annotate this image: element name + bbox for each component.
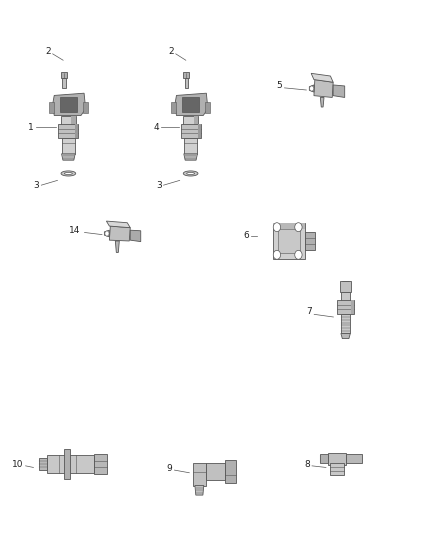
Text: 6: 6 — [243, 231, 249, 240]
Polygon shape — [314, 79, 333, 98]
Bar — [39, 458, 47, 470]
Bar — [184, 78, 188, 88]
Bar — [75, 124, 78, 138]
Bar — [64, 449, 70, 479]
Bar — [340, 280, 351, 292]
Text: 3: 3 — [34, 181, 39, 190]
Polygon shape — [58, 124, 78, 138]
Bar — [62, 78, 66, 88]
Text: 2: 2 — [168, 47, 174, 55]
Polygon shape — [53, 93, 86, 116]
Bar — [61, 116, 76, 132]
Ellipse shape — [61, 171, 76, 176]
Polygon shape — [195, 486, 204, 495]
Bar — [329, 463, 344, 475]
Bar — [341, 314, 350, 334]
Bar — [205, 102, 210, 114]
Polygon shape — [175, 93, 208, 116]
Circle shape — [295, 251, 302, 259]
Bar — [94, 454, 107, 474]
Circle shape — [273, 251, 281, 259]
Bar — [225, 460, 236, 483]
Bar — [82, 102, 88, 114]
Polygon shape — [106, 221, 130, 228]
Polygon shape — [110, 226, 130, 241]
Bar — [304, 232, 315, 250]
Text: 7: 7 — [306, 307, 312, 316]
Bar — [47, 455, 94, 473]
Text: 10: 10 — [12, 460, 24, 469]
Bar — [171, 102, 177, 114]
Bar — [184, 72, 189, 78]
Bar — [346, 455, 362, 463]
Bar — [320, 455, 328, 463]
Text: 1: 1 — [28, 123, 33, 132]
Bar — [351, 300, 354, 314]
Bar — [184, 138, 198, 154]
Bar — [273, 223, 304, 259]
Bar — [183, 116, 198, 132]
Bar — [198, 124, 201, 138]
Text: 5: 5 — [276, 81, 282, 90]
Bar — [273, 223, 304, 229]
Bar — [61, 72, 67, 78]
Polygon shape — [60, 96, 77, 112]
Bar — [49, 102, 54, 114]
Bar — [62, 138, 75, 154]
Text: 2: 2 — [45, 47, 51, 55]
Bar — [206, 463, 225, 480]
Polygon shape — [311, 74, 333, 82]
Bar — [342, 292, 350, 302]
Bar — [328, 453, 346, 465]
Circle shape — [105, 231, 109, 236]
Ellipse shape — [187, 173, 194, 174]
Text: 8: 8 — [304, 460, 310, 469]
Polygon shape — [104, 230, 110, 237]
Circle shape — [273, 223, 281, 232]
Circle shape — [310, 86, 314, 91]
Polygon shape — [180, 124, 201, 138]
Polygon shape — [184, 154, 198, 160]
Ellipse shape — [183, 171, 198, 176]
Text: 14: 14 — [69, 226, 81, 235]
Bar — [278, 229, 300, 253]
Polygon shape — [320, 98, 324, 107]
Polygon shape — [309, 85, 314, 92]
Text: 9: 9 — [167, 464, 173, 473]
Bar — [71, 116, 76, 132]
Text: 4: 4 — [153, 123, 159, 132]
Polygon shape — [341, 334, 350, 338]
Polygon shape — [182, 96, 199, 112]
Circle shape — [295, 223, 302, 232]
Polygon shape — [115, 241, 119, 253]
Text: 3: 3 — [156, 181, 162, 190]
Ellipse shape — [64, 173, 72, 174]
Polygon shape — [130, 230, 141, 241]
Polygon shape — [337, 300, 354, 314]
Bar — [193, 463, 206, 486]
Polygon shape — [333, 85, 345, 98]
Bar — [194, 116, 198, 132]
Polygon shape — [62, 154, 75, 160]
